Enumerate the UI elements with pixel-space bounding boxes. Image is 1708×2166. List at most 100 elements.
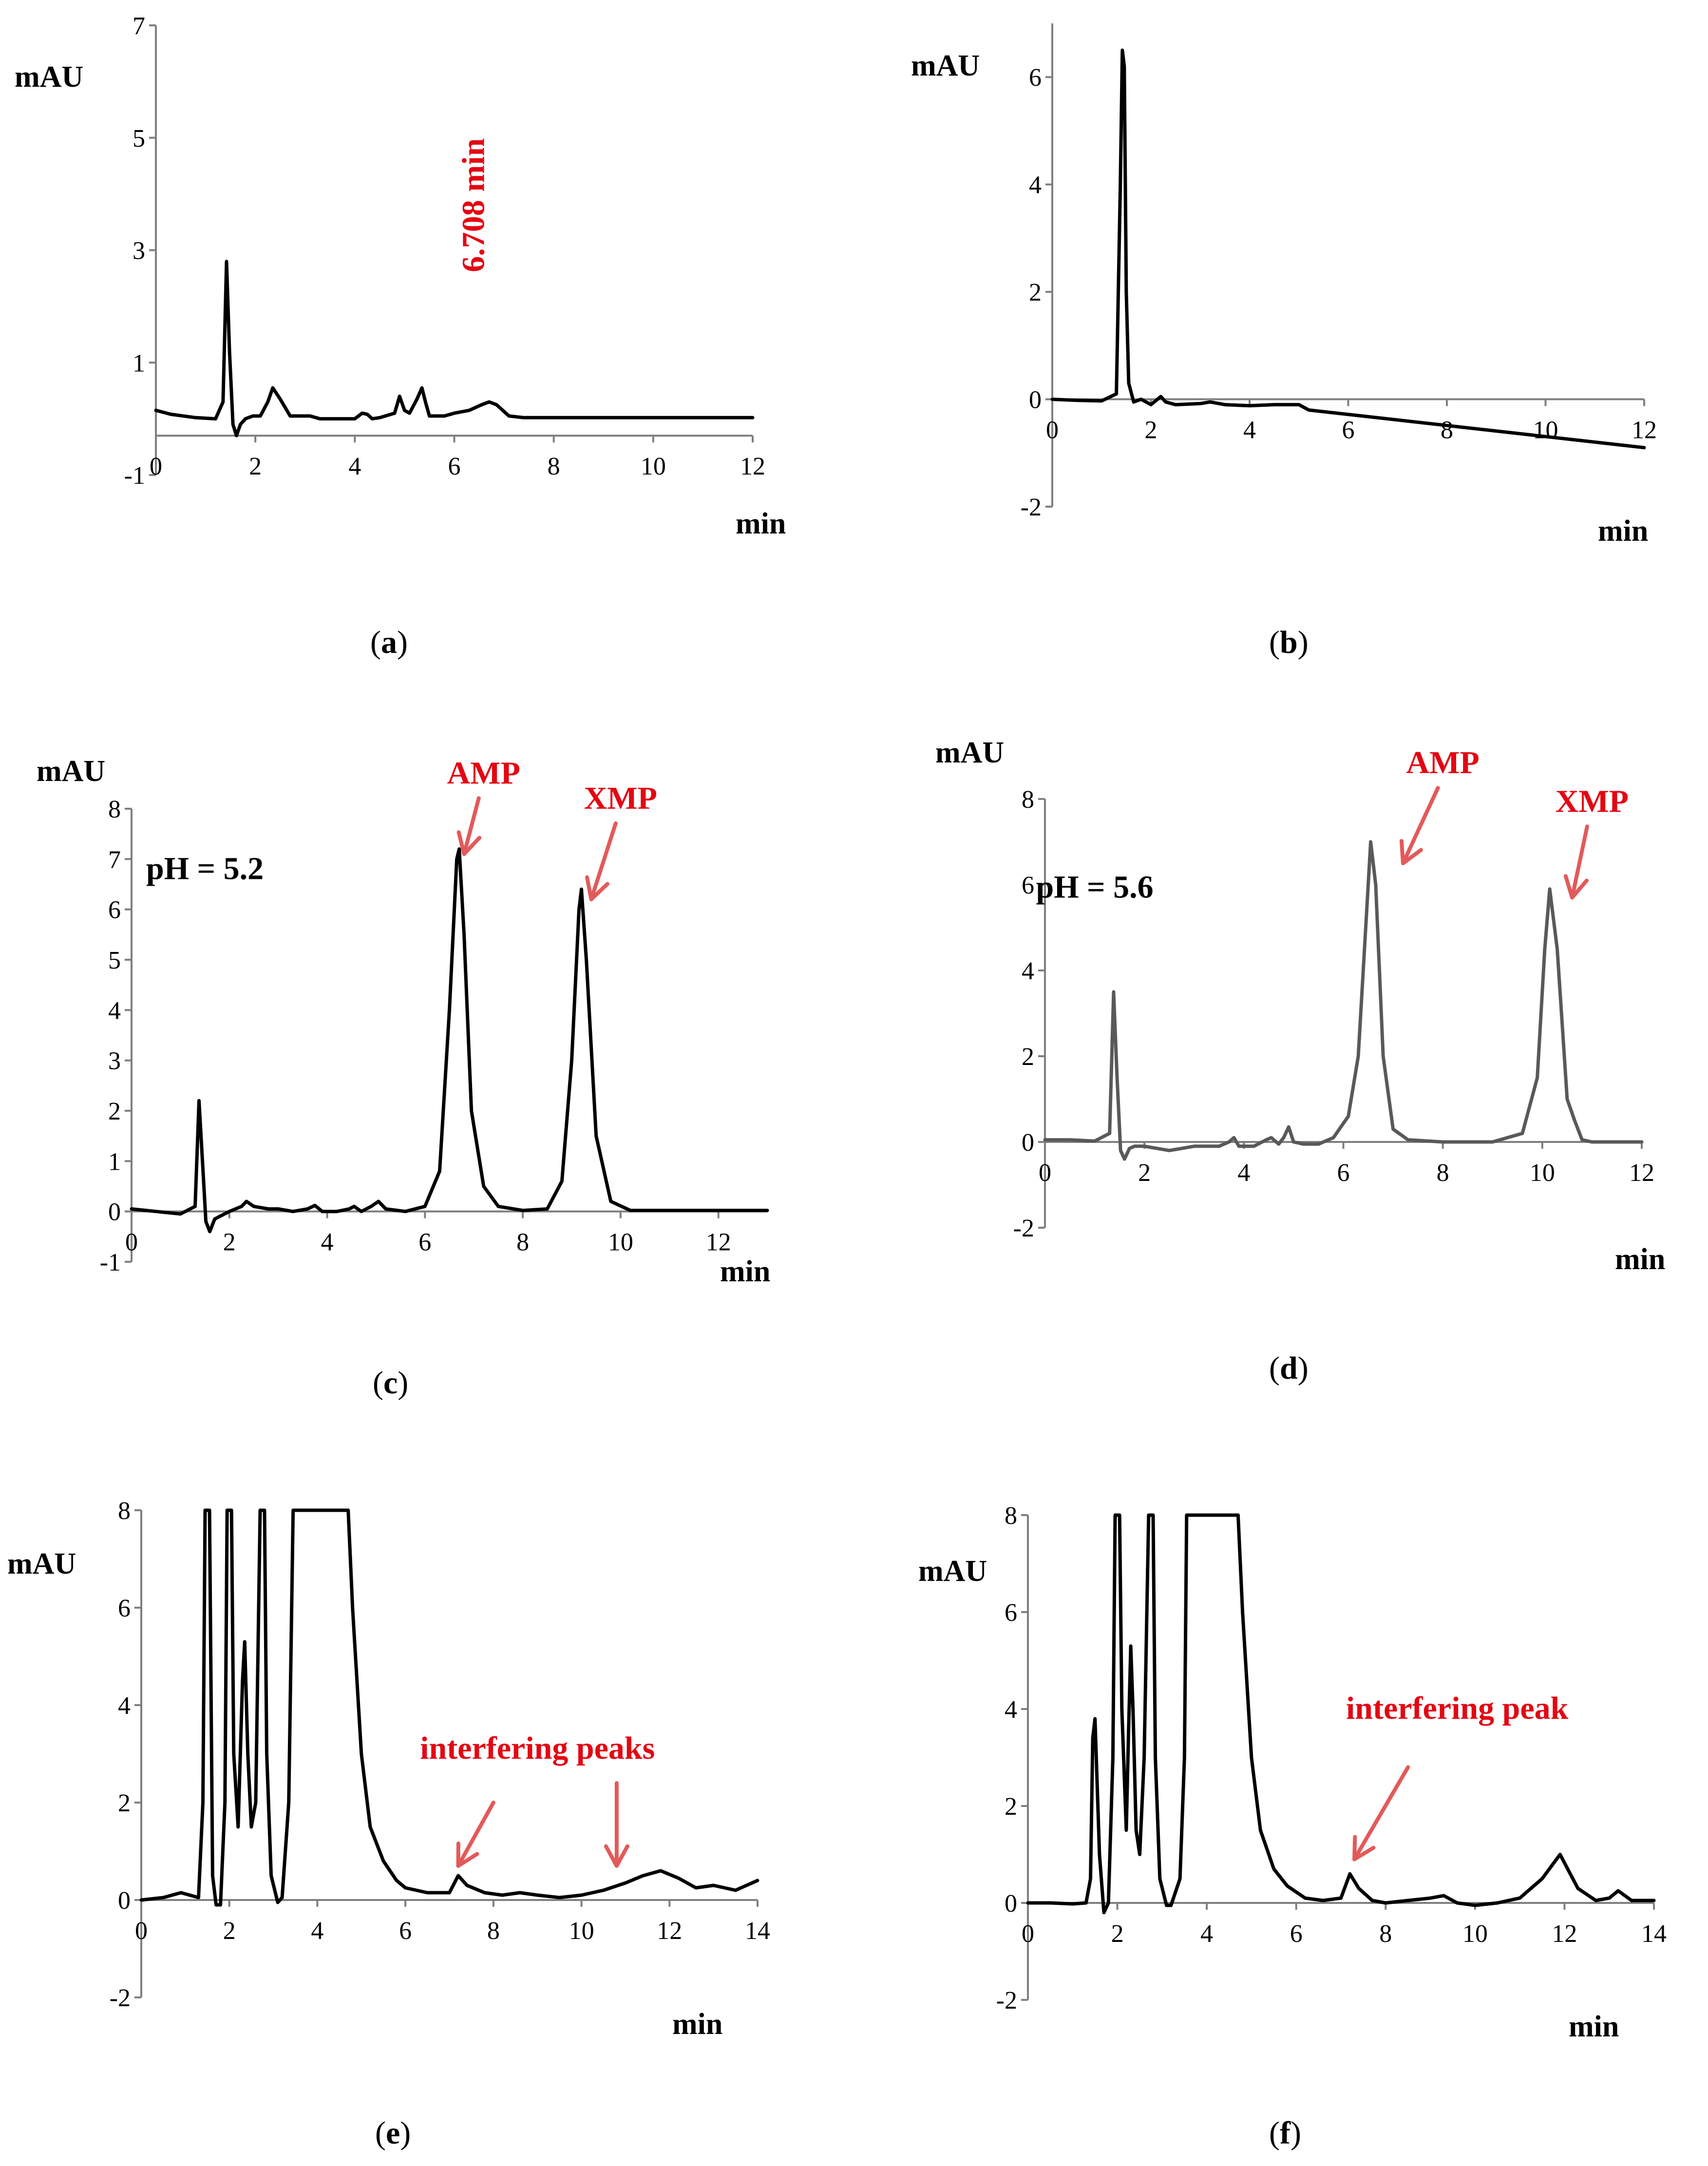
annotation-arrow [604, 1781, 629, 1868]
y-tick-label: 3 [133, 237, 145, 265]
annotation-label: interfering peak [1346, 1691, 1569, 1726]
x-tick-label: 0 [125, 1229, 138, 1256]
x-tick-label: 14 [745, 1917, 770, 1945]
y-tick-label: 6 [108, 896, 121, 924]
panel-e: mAU min (e) [7, 1547, 722, 2151]
x-tick-label: 0 [150, 453, 162, 480]
annotation-label: 6.708 min [456, 138, 492, 272]
annotation-arrow [456, 1801, 495, 1868]
panel-f-label: (f) [1269, 2115, 1301, 2151]
plot-f: -2 0 2 4 6 8 0 2 4 6 8 10 12 14 interfering peak [996, 1502, 1667, 2014]
y-tick-label: 1 [133, 349, 145, 377]
x-tick-label: 14 [1641, 1920, 1667, 1948]
x-tick-label: 0 [1046, 417, 1059, 444]
y-tick-label: -1 [100, 1249, 121, 1276]
panel-d-label: (d) [1269, 1350, 1309, 1386]
panel-b-x-unit: min [1598, 514, 1648, 548]
panel-c-x-unit: min [720, 1255, 770, 1288]
panel-a-x-unit: min [736, 507, 786, 540]
y-tick-label: 8 [1022, 786, 1034, 814]
annotation-arrow [1352, 1765, 1410, 1862]
x-tick-label: 6 [1337, 1159, 1350, 1187]
x-tick-label: 6 [418, 1229, 431, 1256]
panel-a: mAU min (a) [15, 60, 786, 660]
panel-a-label: (a) [370, 625, 408, 660]
x-tick-label: 2 [1111, 1920, 1124, 1948]
x-tick-label: 6 [1290, 1920, 1303, 1948]
y-tick-label: 2 [118, 1789, 131, 1817]
panel-c-label: (c) [373, 1365, 408, 1401]
x-tick-label: 8 [548, 453, 560, 480]
x-tick-label: 10 [569, 1917, 594, 1945]
annotation-label: XMP [1556, 783, 1629, 819]
annotation-label: AMP [1406, 745, 1480, 780]
y-tick-label: 0 [1022, 1129, 1034, 1157]
annotation-arrow [1563, 824, 1589, 900]
x-tick-label: 0 [135, 1917, 148, 1945]
x-tick-label: 6 [448, 453, 461, 480]
annotation-label: XMP [584, 780, 657, 816]
annotation-label: pH = 5.2 [146, 851, 264, 887]
y-tick-label: 8 [1005, 1502, 1017, 1530]
x-tick-label: 10 [1462, 1920, 1488, 1948]
y-tick-label: -2 [1013, 1215, 1034, 1242]
plot-d: -2 0 2 4 6 8 0 2 4 6 8 10 12 pH = 5.6 AMP XMP [1013, 745, 1654, 1242]
y-tick-label: 0 [118, 1887, 131, 1915]
panel-e-label: (e) [375, 2115, 411, 2151]
y-tick-label: 2 [108, 1098, 121, 1125]
x-tick-label: 4 [321, 1229, 334, 1256]
y-tick-label: 5 [133, 125, 145, 152]
x-tick-label: 2 [223, 1917, 236, 1945]
y-tick-label: 0 [1029, 386, 1042, 414]
panel-f-x-unit: min [1569, 2010, 1619, 2043]
y-tick-label: 3 [108, 1047, 121, 1075]
y-tick-label: 1 [108, 1148, 121, 1176]
x-tick-label: 10 [608, 1229, 633, 1256]
y-tick-label: 4 [108, 997, 121, 1025]
y-tick-label: 7 [133, 12, 145, 40]
annotation-arrow [1399, 786, 1440, 865]
annotation-label: AMP [447, 755, 520, 791]
x-tick-label: 4 [1243, 417, 1256, 444]
panel-d: mAU min (d) [935, 736, 1665, 1386]
panel-f-y-unit: mAU [918, 1555, 987, 1588]
panel-b: mAU min (b) [911, 49, 1648, 660]
panel-e-x-unit: min [672, 2008, 722, 2041]
y-tick-label: 4 [1005, 1696, 1017, 1724]
panel-c: mAU min (c) [37, 755, 770, 1401]
y-tick-label: 8 [118, 1497, 131, 1525]
x-tick-label: 8 [516, 1229, 529, 1256]
panel-e-y-unit: mAU [7, 1547, 76, 1580]
y-tick-label: 4 [118, 1692, 131, 1720]
x-tick-label: 0 [1039, 1159, 1051, 1187]
x-tick-label: 12 [740, 453, 765, 480]
panel-d-y-unit: mAU [935, 736, 1004, 769]
y-tick-label: 4 [1029, 171, 1042, 199]
y-tick-label: 7 [108, 846, 121, 874]
x-tick-label: 12 [706, 1229, 731, 1256]
panel-f: mAU min (f) [918, 1555, 1619, 2151]
y-tick-label: -2 [996, 1987, 1017, 2014]
x-tick-label: 0 [1022, 1920, 1034, 1948]
plot-a: -1 1 3 5 7 0 2 4 6 8 10 12 6.708 min [124, 12, 765, 490]
panel-c-y-unit: mAU [37, 755, 105, 788]
x-tick-label: 10 [641, 453, 666, 480]
x-tick-label: 12 [1629, 1159, 1654, 1187]
panel-b-y-unit: mAU [911, 49, 980, 82]
series-line-b [1050, 48, 1646, 450]
plot-b: -2 0 2 4 6 0 2 4 6 8 10 12 [1021, 23, 1657, 521]
annotation-arrow [456, 796, 482, 856]
y-tick-label: 2 [1022, 1043, 1034, 1071]
series-line-c [130, 847, 769, 1234]
x-tick-label: 12 [657, 1917, 682, 1945]
panel-d-x-unit: min [1615, 1243, 1665, 1276]
y-tick-label: 4 [1022, 957, 1034, 985]
y-tick-label: 6 [1005, 1599, 1017, 1627]
y-tick-label: 2 [1005, 1793, 1017, 1821]
panel-a-y-unit: mAU [15, 60, 83, 94]
x-tick-label: 4 [1200, 1920, 1213, 1948]
x-tick-label: 4 [311, 1917, 323, 1945]
